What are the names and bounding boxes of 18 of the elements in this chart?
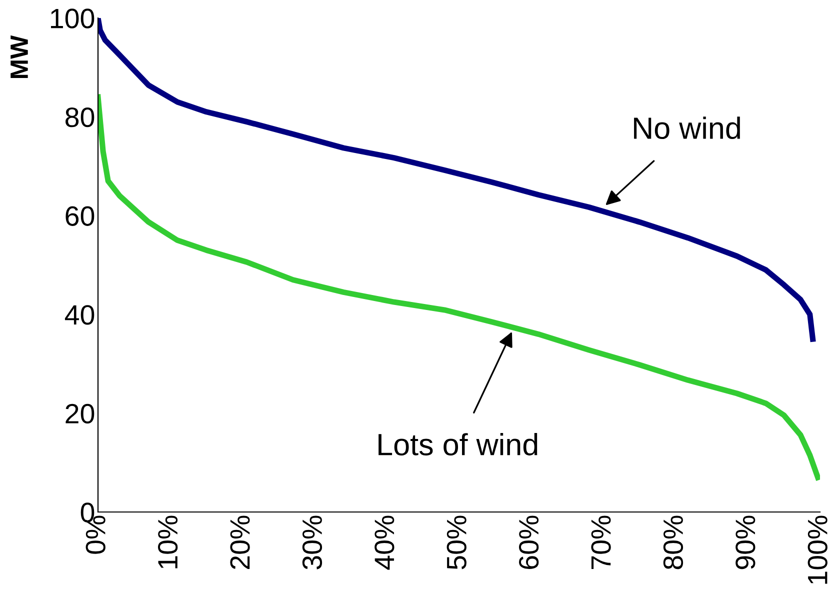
y-tick-label: 40 (64, 305, 94, 325)
x-tick-label: 40% (374, 516, 394, 570)
y-axis-title: MW (10, 35, 28, 78)
y-tick-label: 20 (66, 404, 94, 424)
x-tick-label: 60% (518, 516, 539, 569)
x-tick-label: 10% (158, 516, 178, 568)
x-tick-label: 30% (302, 516, 322, 570)
y-tick-label: 80 (66, 107, 94, 128)
y-tick-label: 100 (51, 8, 94, 28)
annotation: No wind (634, 116, 740, 140)
x-tick-label: 50% (446, 516, 466, 570)
x-tick-label: 80% (663, 516, 684, 570)
annotation: Lots of wind (378, 433, 538, 456)
y-tick-label: 60 (66, 206, 94, 226)
x-tick-label: 90% (736, 516, 756, 570)
x-tick-label: 100% (808, 516, 828, 584)
x-tick-label: 70% (591, 516, 611, 569)
x-tick-label: 20% (230, 516, 250, 569)
